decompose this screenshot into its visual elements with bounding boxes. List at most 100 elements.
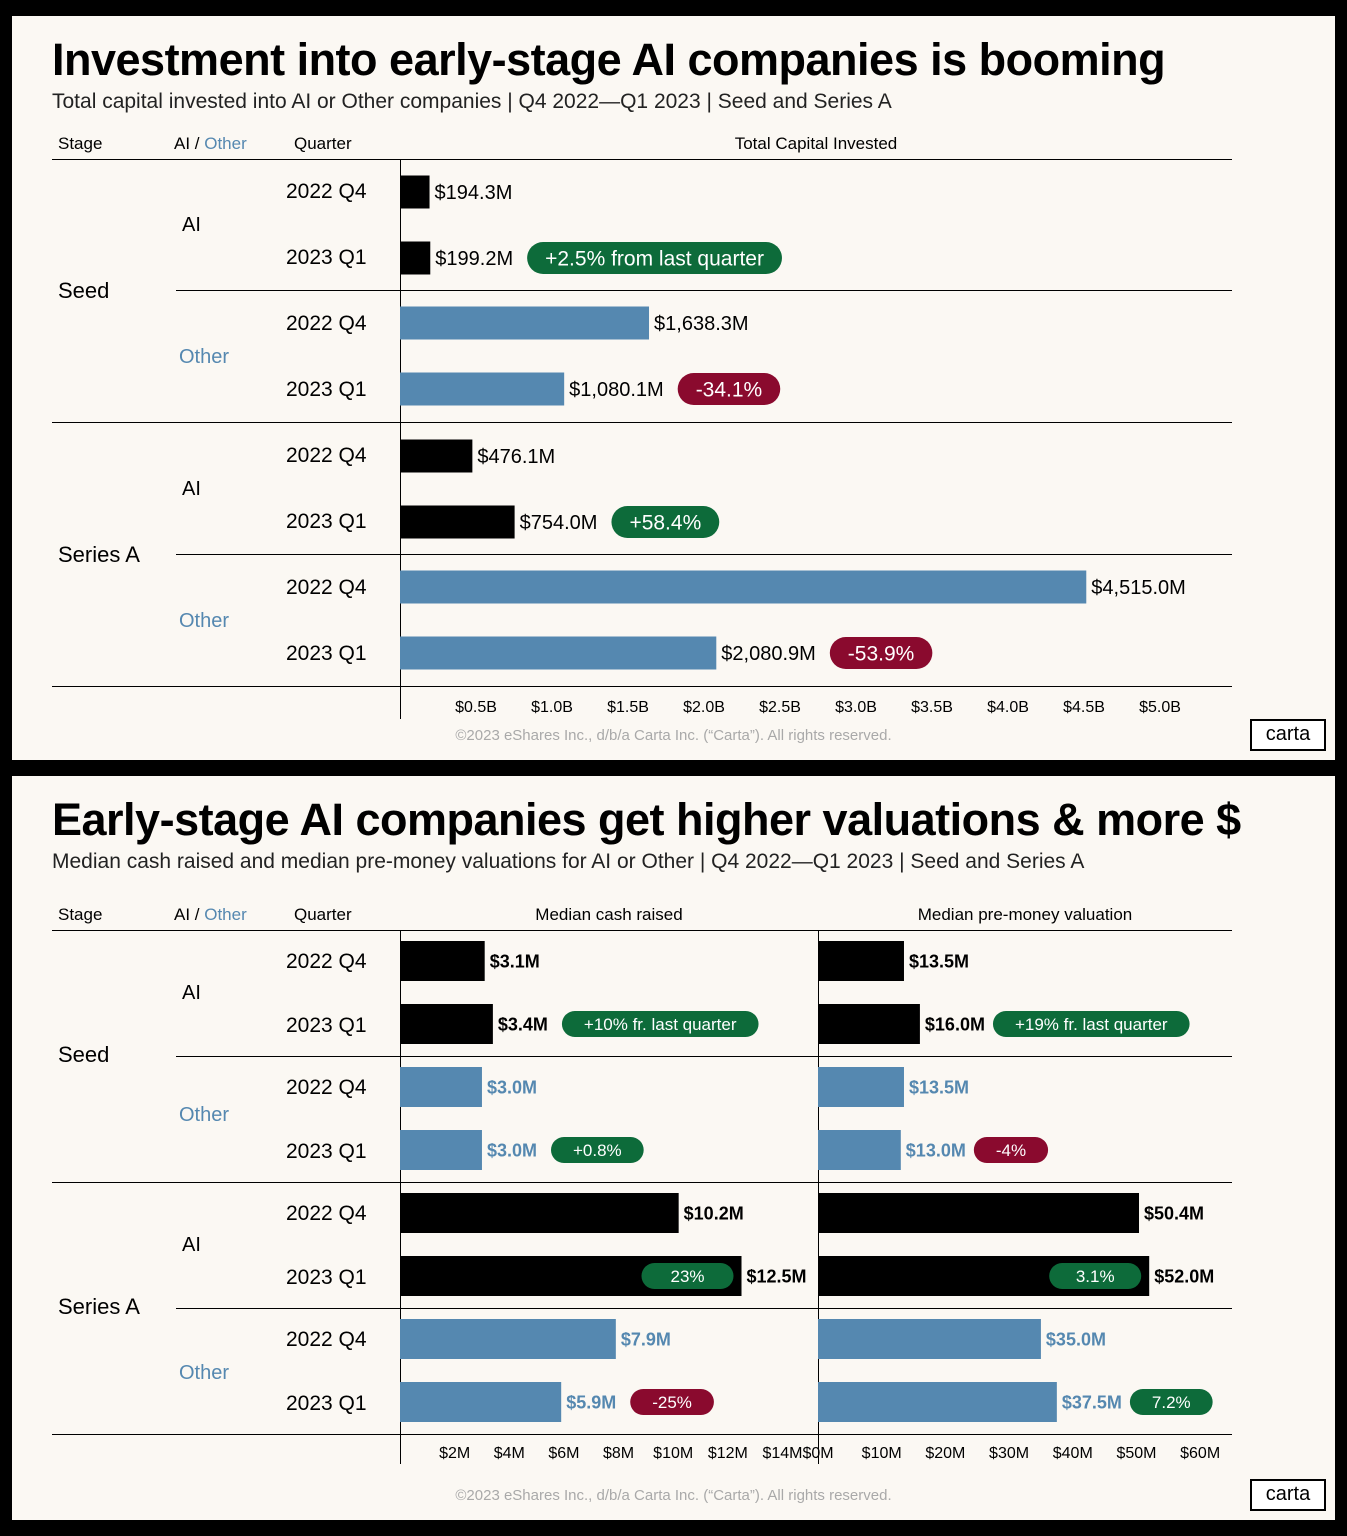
- header-other-label: Other: [204, 905, 247, 924]
- bar: [400, 1382, 562, 1422]
- group-label-ai: AI: [182, 478, 201, 500]
- data-label: $4,515.0M: [1091, 577, 1186, 599]
- bar: [400, 636, 717, 670]
- data-label: $52.0M: [1154, 1266, 1214, 1286]
- data-label: $13.5M: [909, 1077, 969, 1097]
- change-badge: [527, 242, 782, 274]
- bar: [400, 175, 430, 209]
- x-tick-label: $10M: [653, 1445, 693, 1462]
- x-tick-label: $2M: [439, 1445, 470, 1462]
- data-label: $2,080.9M: [721, 643, 816, 665]
- group-label-other: Other: [179, 610, 230, 632]
- data-label: $3.0M: [487, 1077, 537, 1097]
- x-tick-label: $14M: [762, 1445, 802, 1462]
- column-header-cash-raised: Median cash raised: [535, 905, 683, 924]
- column-header-ai-other: AI / Other: [174, 905, 247, 925]
- data-label: $50.4M: [1144, 1203, 1204, 1223]
- quarter-label: 2023 Q1: [286, 510, 367, 533]
- bar: [818, 1004, 920, 1044]
- copyright-footer: ©2023 eShares Inc., d/b/a Carta Inc. (“C…: [455, 727, 892, 744]
- header-ai-label: AI: [174, 134, 191, 153]
- quarter-label: 2022 Q4: [286, 950, 367, 973]
- change-badge: [641, 1263, 734, 1289]
- quarter-label: 2022 Q4: [286, 444, 367, 467]
- capital-invested-chart-panel: Investment into early-stage AI companies…: [12, 16, 1335, 760]
- quarter-label: 2022 Q4: [286, 1328, 367, 1351]
- column-header-quarter: Quarter: [294, 134, 352, 153]
- x-tick-label: $20M: [925, 1445, 965, 1462]
- header-ai-label: AI: [174, 905, 191, 924]
- bar: [400, 372, 565, 406]
- x-tick-label: $40M: [1053, 1445, 1093, 1462]
- change-badge-label: +19% fr. last quarter: [1015, 1015, 1168, 1034]
- header-rule: [52, 159, 1232, 160]
- change-badge: [630, 1389, 714, 1415]
- quarter-label: 2023 Q1: [286, 1140, 367, 1163]
- chart-title: Investment into early-stage AI companies…: [52, 34, 1166, 85]
- change-badge-label: +0.8%: [573, 1141, 622, 1160]
- quarter-label: 2023 Q1: [286, 1266, 367, 1289]
- data-label: $1,080.1M: [569, 379, 664, 401]
- bar: [818, 941, 904, 981]
- change-badge-label: -53.9%: [848, 643, 915, 666]
- group-label-other: Other: [179, 1362, 230, 1384]
- stage-label-series-a: Series A: [58, 1294, 140, 1319]
- chart-subtitle: Median cash raised and median pre-money …: [52, 850, 1085, 873]
- header-other-label: Other: [204, 134, 247, 153]
- quarter-label: 2023 Q1: [286, 246, 367, 269]
- change-badge: [550, 1137, 644, 1163]
- bar: [400, 1130, 482, 1170]
- bar: [400, 505, 515, 539]
- x-tick-label: $4M: [494, 1445, 525, 1462]
- bottom-rule: [52, 686, 1232, 687]
- change-badge-label: -34.1%: [696, 379, 763, 402]
- column-header-ai-other: AI / Other: [174, 134, 247, 154]
- bar: [400, 306, 650, 340]
- stage-label-series-a: Series A: [58, 542, 140, 567]
- bar: [818, 1130, 901, 1170]
- header-rule: [52, 930, 1232, 931]
- x-tick-label: $3.5B: [911, 699, 953, 716]
- change-badge: [973, 1137, 1049, 1163]
- x-tick-label: $4.0B: [987, 699, 1029, 716]
- x-tick-label: $6M: [548, 1445, 579, 1462]
- data-label: $16.0M: [925, 1014, 985, 1034]
- column-header-quarter: Quarter: [294, 905, 352, 924]
- x-tick-label: $0M: [802, 1445, 833, 1462]
- data-label: $476.1M: [477, 446, 555, 468]
- change-badge-label: -4%: [996, 1141, 1026, 1160]
- data-label: $13.5M: [909, 951, 969, 971]
- capital-bars-svg: $194.3M $199.2M +2.5% from last quarter $1,…: [400, 175, 1186, 716]
- data-label: $13.0M: [906, 1140, 966, 1160]
- chart-subtitle: Total capital invested into AI or Other …: [52, 90, 892, 113]
- x-tick-label: $1.0B: [531, 699, 573, 716]
- change-badge-label: 23%: [670, 1267, 704, 1286]
- bar: [400, 941, 485, 981]
- group-label-other: Other: [179, 346, 230, 368]
- change-badge-label: +10% fr. last quarter: [584, 1015, 737, 1034]
- carta-logo: carta: [1250, 1479, 1326, 1511]
- data-label: $1,638.3M: [654, 313, 749, 335]
- x-tick-label: $3.0B: [835, 699, 877, 716]
- change-badge-label: +2.5% from last quarter: [545, 248, 764, 271]
- quarter-label: 2022 Q4: [286, 1202, 367, 1225]
- valuation-chart-panel: Early-stage AI companies get higher valu…: [12, 776, 1335, 1520]
- group-label-ai: AI: [182, 214, 201, 236]
- data-label: $3.1M: [490, 951, 540, 971]
- data-label: $12.5M: [747, 1266, 807, 1286]
- change-badge: [1049, 1263, 1142, 1289]
- x-tick-label: $4.5B: [1063, 699, 1105, 716]
- x-tick-label: $10M: [862, 1445, 902, 1462]
- header-slash: /: [190, 905, 205, 924]
- data-label: $10.2M: [684, 1203, 744, 1223]
- column-header-total-capital: Total Capital Invested: [734, 134, 898, 153]
- quarter-label: 2022 Q4: [286, 312, 367, 335]
- group-label-other: Other: [179, 1104, 230, 1126]
- data-label: $3.4M: [498, 1014, 548, 1034]
- bar: [400, 1319, 616, 1359]
- bar: [400, 241, 431, 275]
- x-tick-label: $2.5B: [759, 699, 801, 716]
- quarter-label: 2022 Q4: [286, 1076, 367, 1099]
- bottom-rule: [52, 1434, 1232, 1435]
- change-badge: [611, 506, 720, 538]
